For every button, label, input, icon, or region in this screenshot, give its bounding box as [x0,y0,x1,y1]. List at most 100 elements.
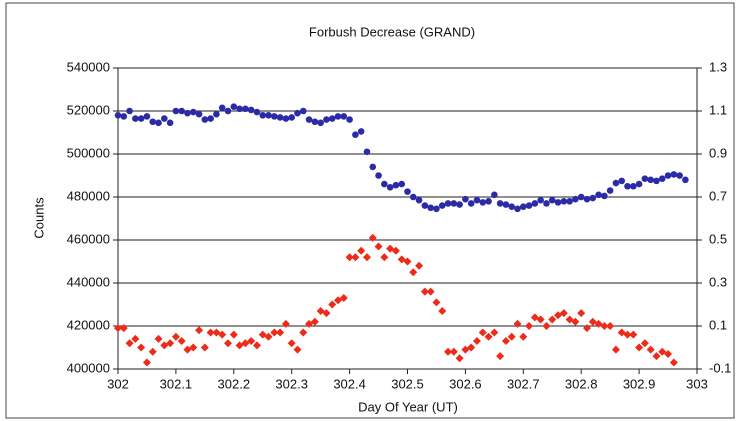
point [201,116,209,123]
point [166,339,175,348]
point [114,324,122,333]
point [600,322,609,330]
point [611,345,620,354]
point [501,337,510,346]
point [276,328,285,337]
point [149,118,157,126]
point [276,114,284,121]
x-tick-label: 302.6 [449,376,482,391]
point [514,205,521,213]
point [311,118,319,126]
point [427,204,434,212]
point [253,108,261,116]
x-tick-label: 302.3 [275,376,308,391]
point [386,184,394,191]
point [381,180,388,188]
point [345,253,354,262]
y-tick-label: 520000 [67,102,110,117]
point [467,200,475,207]
point [525,322,534,330]
point [641,175,649,183]
point [137,343,146,352]
point [502,201,510,208]
point [548,315,557,324]
y-tick-label: 460000 [67,231,110,246]
point [161,115,168,122]
point [669,358,678,367]
point [148,347,157,356]
point [582,324,591,333]
point [484,332,493,341]
point [172,107,180,115]
chart-frame [5,2,735,419]
point [200,343,209,352]
point [415,196,423,204]
point [126,107,133,115]
point [531,200,539,207]
point [340,113,348,120]
y2-tick-label: 0.9 [709,145,727,160]
point [560,198,568,205]
point [299,107,307,115]
point [281,319,290,328]
point [432,298,441,307]
point [583,195,591,203]
point [601,192,608,200]
point [294,109,301,117]
point [421,202,429,209]
point [520,203,527,210]
point [369,163,377,171]
y2-tick-label: 0.7 [709,188,727,203]
point [473,196,481,204]
y2-tick-label: 0.5 [709,231,727,246]
point [682,176,689,184]
point [177,337,186,346]
point [491,191,498,199]
point [670,171,678,178]
y-tick-label: 500000 [67,145,110,160]
point [178,107,185,115]
point [189,108,197,116]
point [646,345,655,354]
x-tick-label: 302.5 [391,376,424,391]
point [653,177,660,185]
point [433,205,440,213]
y-tick-label: 420000 [67,317,110,332]
point [577,193,585,201]
point [380,253,389,262]
point [496,352,505,361]
point [132,115,139,122]
x-tick-label: 302.4 [333,376,366,391]
y-axis-label: Counts [31,197,46,239]
point [612,179,620,187]
point [618,177,626,185]
point [114,112,122,119]
point [462,195,469,203]
point [624,182,631,190]
point [252,341,261,350]
point [310,317,319,326]
point [155,119,162,127]
point [142,358,151,367]
point [224,107,232,115]
point [543,200,550,207]
point [595,191,602,199]
y-tick-label: 440000 [67,274,110,289]
point [450,200,458,207]
point [357,128,365,135]
point [131,334,140,343]
point [409,268,418,277]
point [328,115,336,122]
chart-title: Forbush Decrease (GRAND) [309,24,475,39]
point [664,349,673,358]
point [623,330,632,339]
point [571,317,580,326]
point [206,328,215,337]
point [606,187,614,194]
point [184,109,191,117]
point [374,242,383,251]
point [218,104,226,112]
point [137,115,145,122]
point [537,196,544,204]
